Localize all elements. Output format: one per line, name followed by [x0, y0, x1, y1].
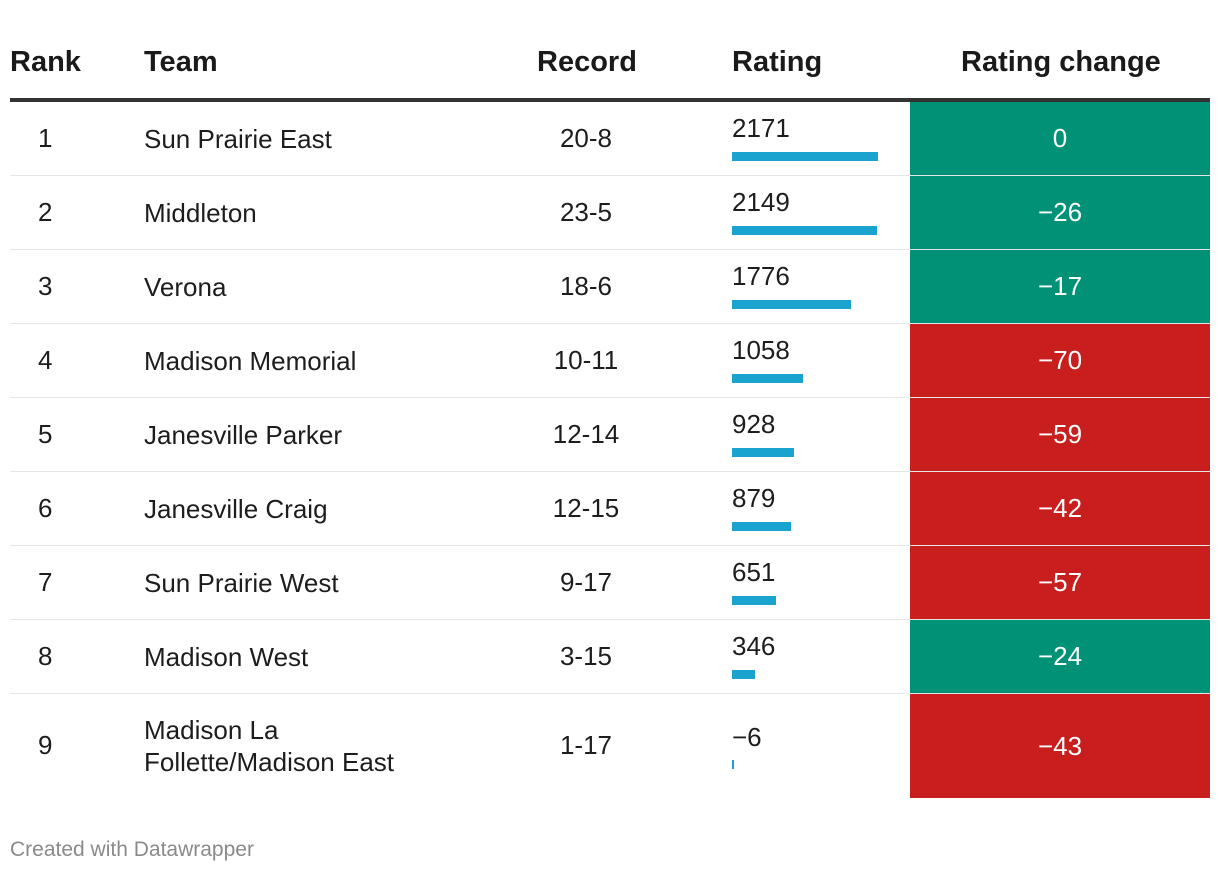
- rating-bar: [732, 670, 755, 679]
- rating-value: 879: [732, 483, 776, 513]
- team-cell: Middleton: [144, 197, 257, 228]
- table-row: 5 Janesville Parker 12-14 928 −59: [10, 398, 1210, 472]
- header-team[interactable]: Team: [144, 46, 218, 78]
- team-cell: Janesville Craig: [144, 493, 328, 524]
- record-cell: 9-17: [559, 566, 613, 597]
- record-cell: 12-15: [552, 492, 620, 523]
- rating-change-cell: −43: [910, 694, 1210, 798]
- team-cell: Verona: [144, 271, 227, 302]
- rating-value: 1058: [732, 335, 790, 365]
- rank-cell: 6: [38, 492, 53, 523]
- record-cell: 3-15: [559, 640, 613, 671]
- table-row: 3 Verona 18-6 1776 −17: [10, 250, 1210, 324]
- rating-bar: [732, 300, 851, 309]
- table-row: 4 Madison Memorial 10-11 1058 −70: [10, 324, 1210, 398]
- table-row: 9 Madison La Follette/Madison East 1-17 −6 −…: [10, 694, 1210, 798]
- rating-value: 928: [732, 409, 776, 439]
- rating-change-cell: −42: [910, 472, 1210, 545]
- header-rating-change[interactable]: Rating change: [961, 46, 1161, 78]
- rating-change-cell: −70: [910, 324, 1210, 397]
- rating-value: 2171: [732, 113, 790, 143]
- team-cell: Sun Prairie West: [144, 567, 339, 598]
- rating-value: 651: [732, 557, 776, 587]
- rating-change-cell: −57: [910, 546, 1210, 619]
- rating-bar: [732, 152, 878, 161]
- rating-change-cell: 0: [910, 102, 1210, 175]
- record-cell: 18-6: [559, 270, 613, 301]
- team-cell: Janesville Parker: [144, 419, 342, 450]
- datawrapper-credit: Created with Datawrapper: [10, 838, 254, 861]
- team-cell: Madison Memorial: [144, 345, 357, 376]
- record-cell: 12-14: [552, 418, 620, 449]
- rating-value: 346: [732, 631, 776, 661]
- rating-bar: [732, 448, 794, 457]
- header-record[interactable]: Record: [537, 46, 637, 78]
- rating-bar: [732, 226, 877, 235]
- header-rank[interactable]: Rank: [10, 46, 81, 78]
- rank-cell: 9: [38, 730, 53, 760]
- rating-bar: [732, 374, 803, 383]
- rank-cell: 3: [38, 270, 53, 301]
- table-header: Rank Team Record Rating Rating change: [10, 30, 1210, 102]
- record-cell: 23-5: [559, 196, 613, 227]
- rank-cell: 7: [38, 566, 53, 597]
- team-cell: Madison West: [144, 641, 309, 672]
- record-cell: 20-8: [559, 122, 613, 153]
- team-cell: Sun Prairie East: [144, 123, 332, 154]
- rating-change-cell: −17: [910, 250, 1210, 323]
- rating-value: −6: [732, 722, 762, 752]
- rating-bar: [732, 760, 734, 769]
- rating-change-cell: −26: [910, 176, 1210, 249]
- rating-change-cell: −24: [910, 620, 1210, 693]
- rating-bar: [732, 522, 791, 531]
- rating-bar: [732, 596, 776, 605]
- ratings-table: Rank Team Record Rating Rating change 1 S…: [10, 30, 1210, 798]
- rating-change-cell: −59: [910, 398, 1210, 471]
- record-cell: 1-17: [559, 730, 613, 760]
- team-cell: Madison La Follette/Madison East: [144, 715, 395, 777]
- rank-cell: 2: [38, 196, 53, 227]
- rank-cell: 4: [38, 344, 53, 375]
- table-row: 8 Madison West 3-15 346 −24: [10, 620, 1210, 694]
- record-cell: 10-11: [553, 344, 619, 375]
- rank-cell: 1: [38, 122, 53, 153]
- table-row: 7 Sun Prairie West 9-17 651 −57: [10, 546, 1210, 620]
- table-row: 6 Janesville Craig 12-15 879 −42: [10, 472, 1210, 546]
- header-rating[interactable]: Rating: [732, 46, 823, 78]
- rating-value: 2149: [732, 187, 790, 217]
- rank-cell: 8: [38, 640, 53, 671]
- table-body: 1 Sun Prairie East 20-8 2171 0 2 Middleton 23-5…: [10, 102, 1210, 798]
- table-row: 1 Sun Prairie East 20-8 2171 0: [10, 102, 1210, 176]
- table-row: 2 Middleton 23-5 2149 −26: [10, 176, 1210, 250]
- rating-value: 1776: [732, 261, 790, 291]
- rank-cell: 5: [38, 418, 53, 449]
